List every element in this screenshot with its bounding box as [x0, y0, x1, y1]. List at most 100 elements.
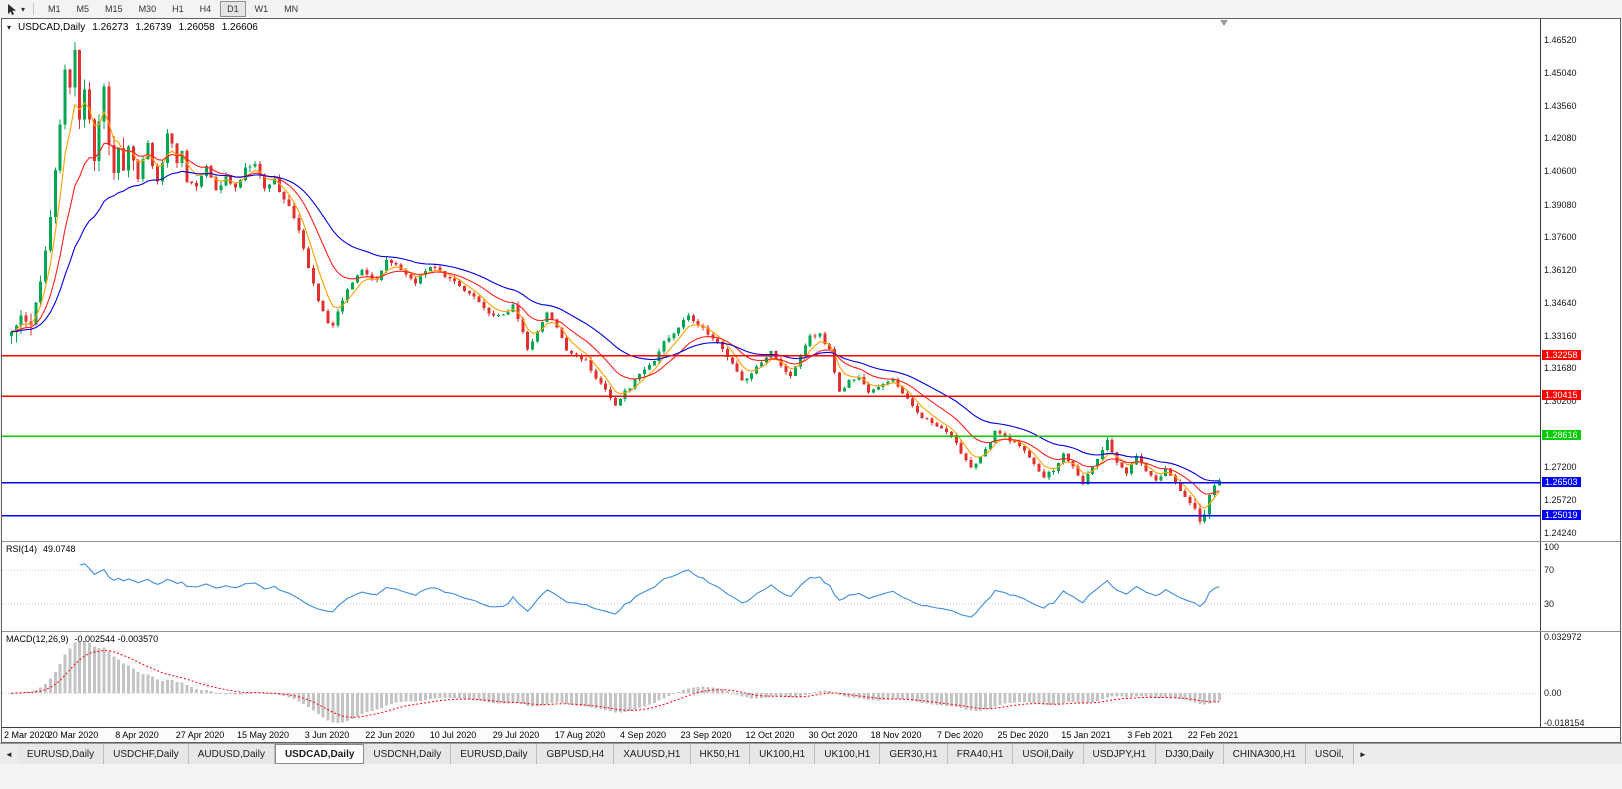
chart-tab-usdcnh-daily[interactable]: USDCNH,Daily — [364, 744, 452, 764]
window-bottom-area — [0, 764, 1622, 789]
rsi-value: 49.0748 — [43, 544, 76, 554]
tabs-scroll-left-button[interactable]: ◄ — [5, 749, 13, 759]
chart-tabs-bar: ◄ EURUSD,Daily USDCHF,Daily AUDUSD,Daily US… — [0, 743, 1622, 764]
chart-tab-uk100-h1[interactable]: UK100,H1 — [815, 744, 881, 764]
rsi-tick-label: 100 — [1544, 542, 1560, 552]
cursor-arrow-icon — [8, 3, 16, 15]
date-tick-label: 12 Oct 2020 — [745, 730, 795, 740]
chart-window: ▾ USDCAD,Daily 1.26273 1.26739 1.26058 1… — [1, 18, 1621, 743]
chart-tab-usoil-daily[interactable]: USOil,Daily — [1013, 744, 1084, 764]
price-tick-label: 1.24240 — [1544, 528, 1577, 538]
chart-tabs: EURUSD,Daily USDCHF,Daily AUDUSD,Daily USDC… — [17, 744, 1354, 764]
level-price-label: 1.26503 — [1542, 477, 1581, 487]
level-price-label: 1.25019 — [1542, 510, 1581, 520]
date-tick-label: 22 Jun 2020 — [365, 730, 415, 740]
chart-tab-ger30-h1[interactable]: GER30,H1 — [880, 744, 948, 764]
date-tick-label: 2 Mar 2020 — [4, 730, 50, 740]
timeframe-buttons: M1 M5 M15 M30 H1 H4 D1 W1 MN — [40, 1, 306, 17]
chart-tab-dj30-daily[interactable]: DJ30,Daily — [1156, 744, 1224, 764]
macd-plot[interactable]: MACD(12,26,9) -0.002544 -0.003570 — [2, 632, 1540, 727]
date-tick-label: 15 May 2020 — [236, 730, 290, 740]
chart-tab-uk100-h1[interactable]: UK100,H1 — [750, 744, 816, 764]
date-tick-label: 3 Jun 2020 — [304, 730, 350, 740]
price-tick-label: 1.45040 — [1544, 68, 1577, 78]
chart-tab-eurusd-daily[interactable]: EURUSD,Daily — [451, 744, 538, 764]
chart-tab-xauusd-h1[interactable]: XAUUSD,H1 — [614, 744, 691, 764]
timeframe-button-m5[interactable]: M5 — [76, 4, 90, 14]
date-tick-label: 3 Feb 2021 — [1127, 730, 1173, 740]
date-tick-label: 25 Dec 2020 — [997, 730, 1049, 740]
price-tick-label: 1.39080 — [1544, 200, 1577, 210]
date-tick-label: 22 Feb 2021 — [1187, 730, 1239, 740]
rsi-header: RSI(14) 49.0748 — [6, 544, 76, 554]
date-tick-label: 27 Apr 2020 — [175, 730, 225, 740]
symbol-marker-icon: ▾ — [7, 23, 12, 32]
top-toolbar: ▾ M1 M5 M15 M30 H1 H4 D1 W1 MN — [0, 0, 1622, 18]
chart-title: ▾ USDCAD,Daily 1.26273 1.26739 1.26058 1… — [7, 22, 258, 33]
date-tick-label: 4 Sep 2020 — [619, 730, 667, 740]
chart-symbol-period: USDCAD,Daily — [18, 22, 86, 33]
chart-tab-audusd-daily[interactable]: AUDUSD,Daily — [188, 744, 275, 764]
chart-tab-usdcad-daily[interactable]: USDCAD,Daily — [274, 744, 365, 764]
timeframe-button-m15[interactable]: M15 — [105, 4, 123, 14]
macd-header: MACD(12,26,9) -0.002544 -0.003570 — [6, 634, 158, 644]
macd-axis[interactable]: 0.032972 0.00 -0.018154 — [1540, 632, 1619, 727]
timeframe-button-h1[interactable]: H1 — [172, 4, 184, 14]
price-axis[interactable]: 1.46520 1.45040 1.43560 1.42080 1.40600 1.390… — [1540, 19, 1619, 541]
date-tick-label: 20 Mar 2020 — [47, 730, 99, 740]
chart-tab-hk50-h1[interactable]: HK50,H1 — [690, 744, 751, 764]
chart-tab-usdchf-daily[interactable]: USDCHF,Daily — [104, 744, 189, 764]
date-tick-label: 10 Jul 2020 — [429, 730, 477, 740]
chart-shift-marker[interactable] — [1220, 20, 1228, 26]
date-tick-label: 29 Jul 2020 — [492, 730, 540, 740]
chart-open-value: 1.26273 — [92, 22, 129, 33]
date-tick-label: 18 Nov 2020 — [870, 730, 922, 740]
price-tick-label: 1.30200 — [1544, 396, 1577, 406]
chart-tab-eurusd-daily[interactable]: EURUSD,Daily — [17, 744, 105, 764]
main-chart-plot[interactable]: ▾ USDCAD,Daily 1.26273 1.26739 1.26058 1… — [2, 19, 1540, 541]
chart-tab-usoil[interactable]: USOil, — [1305, 744, 1354, 764]
cursor-tool-icon[interactable] — [4, 1, 19, 17]
rsi-plot[interactable]: RSI(14) 49.0748 — [2, 542, 1540, 631]
chart-tab-usdjpy-h1[interactable]: USDJPY,H1 — [1083, 744, 1157, 764]
price-tick-label: 1.43560 — [1544, 101, 1577, 111]
macd-tick-label: 0.00 — [1544, 688, 1562, 698]
price-tick-label: 1.46520 — [1544, 35, 1577, 45]
level-price-label: 1.28616 — [1542, 430, 1581, 440]
dropdown-caret-icon[interactable]: ▾ — [21, 4, 26, 14]
timeframe-button-h4[interactable]: H4 — [199, 4, 212, 14]
chart-low-value: 1.26058 — [178, 22, 215, 33]
timeframe-button-d1[interactable]: D1 — [220, 1, 246, 17]
rsi-axis[interactable]: 100 70 30 — [1540, 542, 1619, 631]
timeframe-button-mn[interactable]: MN — [284, 4, 299, 14]
timeframe-button-m1[interactable]: M1 — [48, 4, 61, 14]
rsi-tick-label: 70 — [1544, 565, 1555, 575]
main-chart-canvas[interactable] — [2, 19, 1540, 541]
date-tick-label: 23 Sep 2020 — [680, 730, 732, 740]
timeframe-button-m30[interactable]: M30 — [138, 4, 157, 14]
tabs-scroll-right-button[interactable]: ► — [1358, 749, 1367, 759]
rsi-canvas[interactable] — [2, 542, 1540, 631]
level-price-label: 1.30415 — [1542, 390, 1581, 400]
rsi-panel: RSI(14) 49.0748 100 70 30 — [2, 541, 1620, 631]
date-tick-label: 8 Apr 2020 — [115, 730, 159, 740]
price-tick-label: 1.37600 — [1544, 232, 1577, 242]
rsi-label: RSI(14) — [6, 544, 38, 554]
price-tick-label: 1.27200 — [1544, 462, 1577, 472]
toolbar-separator — [33, 3, 35, 15]
price-tick-label: 1.31680 — [1544, 363, 1577, 373]
macd-tick-label: 0.032972 — [1544, 632, 1582, 642]
macd-label: MACD(12,26,9) — [6, 634, 69, 644]
price-tick-label: 1.36120 — [1544, 265, 1577, 275]
chart-tab-china300-h1[interactable]: CHINA300,H1 — [1223, 744, 1306, 764]
date-tick-label: 17 Aug 2020 — [554, 730, 606, 740]
time-axis[interactable]: 2 Mar 2020 20 Mar 2020 8 Apr 2020 27 Apr 20… — [2, 727, 1620, 742]
date-tick-label: 7 Dec 2020 — [936, 730, 984, 740]
price-tick-label: 1.42080 — [1544, 133, 1577, 143]
chart-tab-fra40-h1[interactable]: FRA40,H1 — [947, 744, 1014, 764]
macd-canvas[interactable] — [2, 632, 1540, 727]
price-tick-label: 1.40600 — [1544, 166, 1577, 176]
chart-tab-gbpusd-h4[interactable]: GBPUSD,H4 — [537, 744, 615, 764]
macd-values: -0.002544 -0.003570 — [74, 634, 159, 644]
timeframe-button-w1[interactable]: W1 — [254, 4, 269, 14]
